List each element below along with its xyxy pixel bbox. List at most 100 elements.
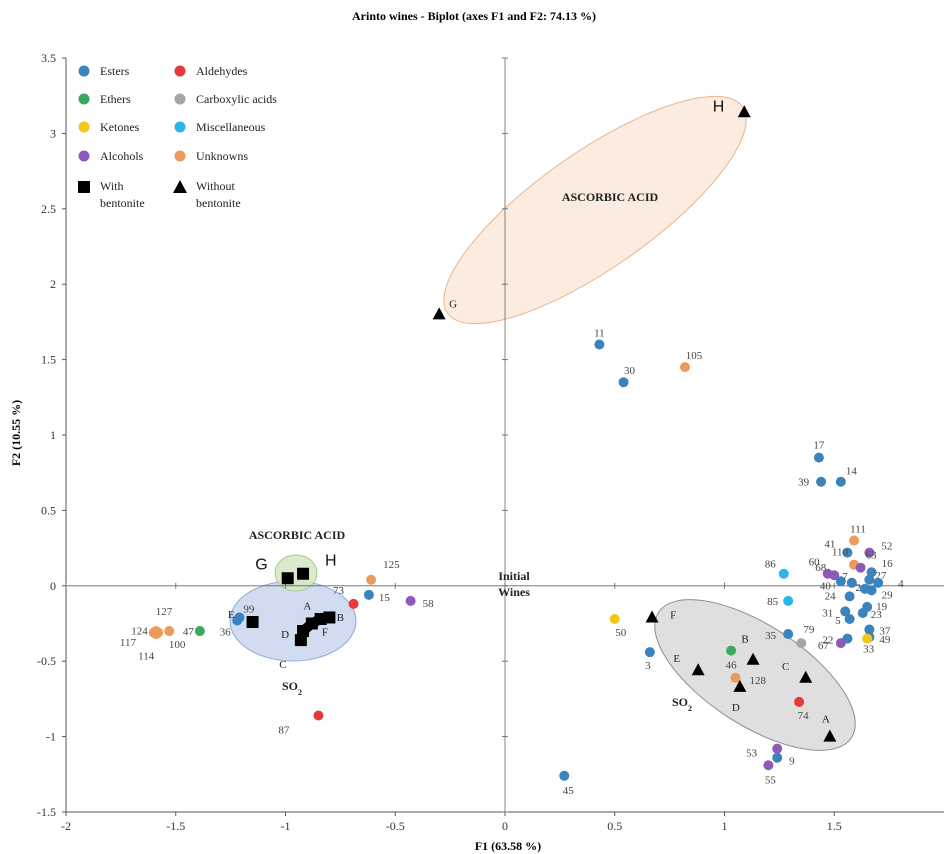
wine-with-bentonite-h	[297, 567, 310, 580]
wine-without-bentonite-b	[746, 652, 760, 665]
annotations: ASCORBIC ACID ASCORBIC ACID SO2 SO2 Initial W…	[249, 190, 692, 713]
compound-label-68: 68	[815, 562, 827, 574]
compound-label-114: 114	[138, 651, 155, 663]
compound-point-85	[783, 595, 794, 606]
compound-label-2: 2	[855, 582, 861, 594]
compound-point-16	[866, 567, 877, 578]
compound-label-128: 128	[749, 675, 766, 687]
compound-label-22: 22	[822, 635, 833, 647]
compound-label-16: 16	[882, 558, 894, 570]
legend-miscellaneous-swatch	[174, 121, 186, 133]
compound-point-36	[232, 615, 243, 626]
compound-point-5	[844, 613, 855, 624]
wine-without-bentonite-a	[823, 729, 837, 742]
wine-without-bentonite-label-h: H	[713, 98, 725, 115]
compound-label-67: 67	[818, 640, 830, 652]
legend-with-bentonite-label-line1: With	[100, 179, 124, 193]
compound-point-37	[864, 624, 875, 635]
y-tick-label: 0	[50, 579, 56, 593]
wine-without-bentonite-label-b: B	[741, 634, 748, 646]
wine-with-bentonite-label-g: G	[255, 556, 267, 573]
compound-label-15: 15	[379, 592, 391, 604]
compound-point-79	[796, 638, 807, 649]
compound-label-50: 50	[615, 627, 627, 639]
compound-point-24	[844, 591, 855, 602]
x-axis-title: F1 (63.58 %)	[475, 839, 541, 853]
y-tick-label: 1.5	[41, 353, 56, 367]
compound-point-111	[849, 535, 860, 546]
compound-label-17: 17	[813, 440, 825, 452]
legend-ethers-label: Ethers	[100, 92, 131, 106]
compound-point-35	[783, 629, 794, 640]
wine-with-bentonite-label-a: A	[303, 600, 311, 612]
wine-without-bentonite-label-d: D	[732, 702, 740, 714]
compound-label-30: 30	[624, 365, 636, 377]
compound-point-55	[763, 760, 774, 771]
compound-label-79: 79	[803, 624, 815, 636]
compound-label-41: 41	[824, 539, 835, 551]
compound-label-99: 99	[243, 603, 255, 615]
bentonite-cluster-joint	[309, 614, 323, 628]
annotation-so2-with-bentonite: SO2	[282, 679, 302, 697]
legend-ethers-swatch	[78, 93, 90, 105]
legend-without-bentonite-label-line1: Without	[196, 179, 236, 193]
wine-without-bentonite-label-g: G	[449, 298, 457, 310]
compound-point-63	[855, 562, 866, 573]
compound-label-100: 100	[169, 639, 186, 651]
compound-point-58	[405, 595, 416, 606]
compound-point-39	[816, 476, 827, 487]
compound-point-4	[873, 577, 884, 588]
y-tick-label: 1	[50, 428, 56, 442]
compound-label-11: 11	[594, 328, 605, 340]
wine-with-bentonite-label-b: B	[337, 612, 344, 624]
compound-label-47: 47	[183, 626, 195, 638]
compound-point-52	[864, 547, 875, 558]
compound-point-41	[842, 547, 853, 558]
y-tick-label: -1	[46, 730, 56, 744]
bentonite-cluster-joint	[296, 629, 308, 642]
compound-label-23: 23	[871, 609, 883, 621]
ascorbic-acid-ellipse-without-bentonite	[443, 95, 747, 325]
compound-label-58: 58	[423, 598, 435, 610]
wine-with-bentonite-e	[246, 615, 259, 628]
compound-label-63: 63	[866, 550, 878, 562]
compound-label-36: 36	[220, 626, 232, 638]
wine-without-bentonite-e	[691, 663, 705, 676]
y-tick-label: 2.5	[41, 202, 56, 216]
legend-unknowns-swatch	[174, 150, 186, 162]
compound-point-47	[194, 626, 205, 637]
compound-label-86: 86	[765, 559, 777, 571]
compound-label-33: 33	[863, 644, 875, 656]
compound-point-128	[730, 672, 741, 683]
x-tick-label: -1	[281, 819, 291, 833]
compound-point-15	[363, 589, 374, 600]
compound-label-7: 7	[842, 571, 848, 583]
x-tick-label: -0.5	[386, 819, 405, 833]
compound-label-52: 52	[881, 541, 892, 553]
legend-carboxylic-acids-swatch	[174, 93, 186, 105]
compound-point-67	[835, 638, 846, 649]
compound-label-127: 127	[156, 606, 173, 618]
so2-ellipse-without-bentonite	[654, 599, 856, 751]
compound-point-27	[864, 574, 875, 585]
compound-label-5: 5	[835, 615, 841, 627]
compound-label-55: 55	[765, 774, 777, 786]
compound-label-105: 105	[686, 350, 703, 362]
compound-label-87: 87	[278, 724, 290, 736]
compound-label-46: 46	[726, 660, 738, 672]
compound-label-111: 111	[850, 524, 866, 536]
legend-alcohols-label: Alcohols	[100, 149, 144, 163]
compound-label-4: 4	[898, 578, 904, 590]
legend-aldehydes-label: Aldehydes	[196, 64, 248, 78]
x-tick-label: 1.5	[827, 819, 842, 833]
legend-without-bentonite-label-line2: bentonite	[196, 196, 241, 210]
compound-label-27: 27	[875, 570, 887, 582]
wine-without-bentonite-h	[737, 105, 751, 118]
compound-label-37: 37	[879, 626, 891, 638]
x-tick-label: 0	[502, 819, 508, 833]
wine-with-bentonite-label-f: F	[322, 627, 328, 639]
wine-without-bentonite-label-a: A	[822, 714, 830, 726]
wine-with-bentonite-label-c: C	[279, 659, 286, 671]
annotation-ascorbic-acid-with-bentonite: ASCORBIC ACID	[249, 528, 346, 542]
